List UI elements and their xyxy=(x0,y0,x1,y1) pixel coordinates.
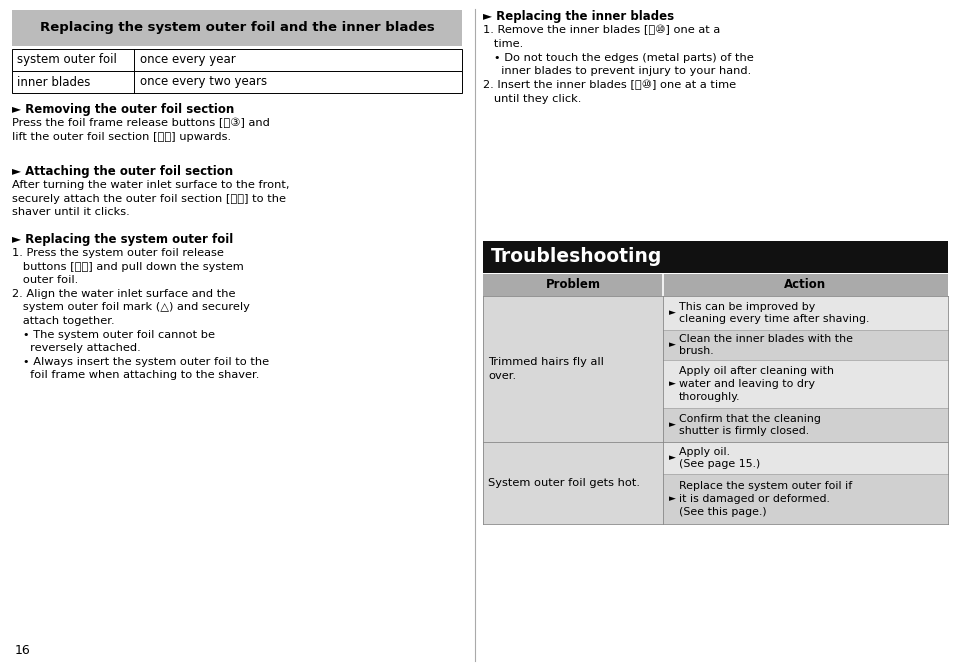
Bar xyxy=(662,408,947,442)
Text: Apply oil.
(See page 15.): Apply oil. (See page 15.) xyxy=(679,447,760,470)
Text: 16: 16 xyxy=(15,644,30,657)
Bar xyxy=(662,442,947,474)
Bar xyxy=(12,71,461,93)
Text: ► Replacing the inner blades: ► Replacing the inner blades xyxy=(482,10,674,23)
Text: After turning the water inlet surface to the front,
securely attach the outer fo: After turning the water inlet surface to… xyxy=(12,180,289,217)
Text: ►: ► xyxy=(668,421,675,429)
Text: Problem: Problem xyxy=(545,278,599,291)
Text: ►: ► xyxy=(668,454,675,462)
Text: ►: ► xyxy=(668,340,675,350)
Bar xyxy=(662,474,947,524)
Text: Apply oil after cleaning with
water and leaving to dry
thoroughly.: Apply oil after cleaning with water and … xyxy=(679,366,833,402)
Text: Confirm that the cleaning
shutter is firmly closed.: Confirm that the cleaning shutter is fir… xyxy=(679,413,820,436)
Text: ►: ► xyxy=(668,309,675,317)
Text: system outer foil: system outer foil xyxy=(17,54,117,66)
Text: Replace the system outer foil if
it is damaged or deformed.
(See this page.): Replace the system outer foil if it is d… xyxy=(679,481,851,517)
Text: 1. Remove the inner blades [Ⓐ⑩] one at a
   time.
   • Do not touch the edges (m: 1. Remove the inner blades [Ⓐ⑩] one at a… xyxy=(482,25,753,104)
Bar xyxy=(662,360,947,408)
Text: Action: Action xyxy=(783,278,825,291)
Text: Press the foil frame release buttons [Ⓐ③] and
lift the outer foil section [Ⓐ⑬] u: Press the foil frame release buttons [Ⓐ③… xyxy=(12,118,270,142)
Text: Clean the inner blades with the
brush.: Clean the inner blades with the brush. xyxy=(679,333,852,356)
Text: Troubleshooting: Troubleshooting xyxy=(491,248,661,266)
Text: ► Removing the outer foil section: ► Removing the outer foil section xyxy=(12,103,234,116)
Text: ►: ► xyxy=(668,495,675,503)
Bar xyxy=(482,442,662,524)
Bar xyxy=(482,241,947,273)
Bar xyxy=(12,49,461,71)
Bar xyxy=(482,274,662,296)
Text: ►: ► xyxy=(668,380,675,389)
Text: This can be improved by
cleaning every time after shaving.: This can be improved by cleaning every t… xyxy=(679,301,868,324)
Text: ► Attaching the outer foil section: ► Attaching the outer foil section xyxy=(12,165,233,178)
Text: Trimmed hairs fly all
over.: Trimmed hairs fly all over. xyxy=(488,358,603,380)
Bar xyxy=(482,296,662,442)
Bar xyxy=(662,296,947,330)
Text: once every two years: once every two years xyxy=(140,76,267,89)
Text: ► Replacing the system outer foil: ► Replacing the system outer foil xyxy=(12,233,233,246)
Text: 1. Press the system outer foil release
   buttons [Ⓐ⑭] and pull down the system
: 1. Press the system outer foil release b… xyxy=(12,248,269,380)
Bar xyxy=(12,10,461,46)
Text: Replacing the system outer foil and the inner blades: Replacing the system outer foil and the … xyxy=(40,21,434,34)
Text: System outer foil gets hot.: System outer foil gets hot. xyxy=(488,478,639,488)
Text: once every year: once every year xyxy=(140,54,235,66)
Bar xyxy=(662,330,947,360)
Bar xyxy=(662,274,947,296)
Text: inner blades: inner blades xyxy=(17,76,91,89)
